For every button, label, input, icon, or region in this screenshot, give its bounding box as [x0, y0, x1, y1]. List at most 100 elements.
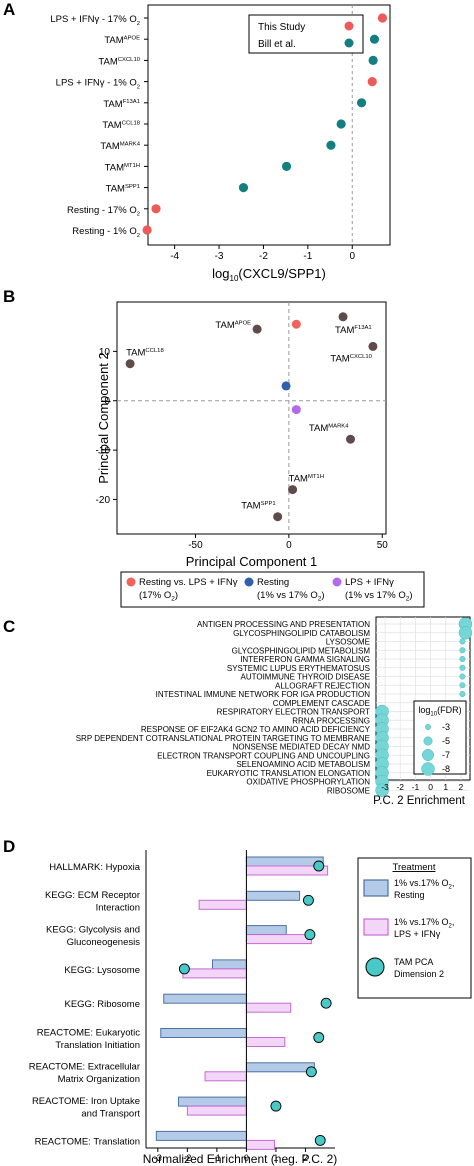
- x-tick-label: 0: [286, 540, 292, 551]
- legend-title: Treatment: [393, 862, 436, 873]
- data-point: [459, 691, 466, 697]
- legend-label: -7: [442, 750, 450, 760]
- point-label: TAMMT1H: [289, 474, 324, 485]
- x-tick-label: 0: [349, 251, 355, 262]
- legend-label: This Study: [258, 22, 305, 33]
- data-point: [125, 359, 135, 369]
- category-label: NONSENSE MEDIATED DECAY NMD: [233, 743, 371, 752]
- y-tick-label: -10: [96, 446, 111, 457]
- data-point: [369, 34, 380, 44]
- legend-label: (17% O2): [139, 590, 178, 603]
- data-point: [291, 405, 301, 415]
- legend-swatch: [365, 957, 385, 977]
- bar-resting: [177, 1096, 247, 1107]
- legend-label: TAM PCA: [394, 957, 433, 967]
- y-axis-label: Principal Component 2: [96, 352, 111, 484]
- point-label: TAMCXCL10: [330, 353, 372, 364]
- point-label: TAMF13A1: [335, 325, 372, 336]
- legend-swatch: [421, 762, 435, 776]
- y-tick-label: 10: [99, 347, 111, 358]
- category-label: RRNA PROCESSING: [292, 716, 370, 725]
- point-label: TAMMARK4: [309, 423, 349, 434]
- panel-a-plot-area: [147, 4, 391, 246]
- pca-point: [178, 963, 190, 975]
- legend-label: 1% vs.17% O2,: [394, 917, 454, 930]
- panel-label-b: B: [3, 287, 15, 306]
- x-axis-label: Principal Component 1: [186, 554, 318, 569]
- category-label: Resting - 17% O2: [67, 205, 140, 218]
- panel-c-chart: ANTIGEN PROCESSING AND PRESENTATIONGLYCO…: [76, 616, 473, 807]
- data-point: [368, 341, 378, 351]
- category-label: KEGG: Glycolysis and: [46, 924, 140, 935]
- data-point: [377, 13, 388, 23]
- legend-label: 1% vs.17% O2,: [394, 878, 454, 891]
- pca-point: [304, 929, 316, 941]
- category-label: Resting - 1% O2: [72, 226, 140, 239]
- category-label: HALLMARK: Hypoxia: [49, 862, 141, 873]
- category-label: SELENOAMINO ACID METABOLISM: [236, 760, 370, 769]
- panel-label-a: A: [3, 0, 15, 19]
- category-label: ALLOGRAFT REJECTION: [275, 681, 370, 690]
- x-tick-label: -3: [215, 251, 224, 262]
- legend-swatch: [244, 577, 254, 587]
- data-point: [288, 485, 298, 495]
- legend-box: [413, 700, 467, 775]
- category-label: REACTOME: Translation: [35, 1136, 140, 1147]
- data-point: [338, 312, 348, 322]
- category-label: Matrix Organization: [58, 1074, 140, 1085]
- data-point: [459, 638, 466, 645]
- point-label: TAMAPOE: [215, 320, 251, 331]
- category-label: AUTOIMMUNE THYROID DISEASE: [241, 673, 371, 682]
- bar-lps: [245, 934, 312, 945]
- x-tick-label: 0: [428, 782, 433, 792]
- x-tick-label: -1: [213, 1153, 221, 1163]
- category-label: LPS + IFNγ - 1% O2: [56, 78, 140, 91]
- data-point: [281, 161, 292, 171]
- legend-label: -5: [442, 736, 450, 746]
- category-label: and Transport: [81, 1108, 140, 1119]
- legend-swatch: [332, 577, 342, 587]
- bar-resting: [160, 1028, 247, 1038]
- category-label: REACTOME: Extracellular: [29, 1062, 140, 1073]
- pca-point: [314, 1134, 326, 1146]
- bar-lps: [182, 968, 247, 979]
- category-label: COMPLEMENT CASCADE: [273, 699, 370, 708]
- legend-label: -3: [442, 722, 450, 732]
- x-tick-label: 1: [443, 782, 448, 792]
- legend-swatch: [344, 21, 354, 31]
- legend-swatch: [363, 879, 389, 897]
- category-label: SYSTEMIC LUPUS ERYTHEMATOSUS: [227, 664, 370, 673]
- x-tick-label: -3: [381, 782, 389, 792]
- data-point: [291, 319, 301, 329]
- legend-swatch: [425, 724, 431, 730]
- category-label: TAMMT1H: [105, 162, 140, 173]
- legend-label: (1% vs 17% O2): [257, 590, 325, 603]
- category-label: TAMCCL18: [102, 120, 140, 131]
- category-label: ANTIGEN PROCESSING AND PRESENTATION: [197, 620, 370, 629]
- pca-point: [320, 997, 332, 1009]
- panel-d-chart: HALLMARK: Hypoxia KEGG: ECM Receptor Inter…: [29, 850, 472, 1166]
- y-tick-label: 0: [104, 396, 110, 407]
- data-point: [151, 204, 161, 214]
- category-label: REACTOME: Iron Uptake: [32, 1096, 140, 1107]
- category-label: KEGG: Ribosome: [65, 999, 141, 1010]
- data-point: [367, 77, 377, 87]
- data-point: [252, 324, 262, 334]
- category-label: REACTOME: Eukaryotic: [37, 1027, 141, 1038]
- data-point: [459, 682, 466, 689]
- category-label: KEGG: ECM Receptor: [45, 890, 140, 901]
- category-label: KEGG: Lysosome: [64, 965, 140, 976]
- bar-lps: [186, 1105, 247, 1116]
- data-point: [281, 381, 291, 391]
- panel-label-d: D: [3, 837, 15, 856]
- x-tick-label: -2: [259, 251, 268, 262]
- x-tick-label: -2: [183, 1153, 191, 1163]
- x-tick-label: -3: [154, 1153, 162, 1163]
- category-label: RIBOSOME: [327, 786, 370, 795]
- category-label: RESPIRATORY ELECTRON TRANSPORT: [217, 708, 370, 717]
- x-tick-label: 50: [377, 540, 389, 551]
- bar-lps: [245, 1139, 275, 1150]
- point-label: TAMCCL18: [126, 348, 164, 359]
- data-point: [142, 225, 152, 235]
- x-tick-label: -1: [303, 251, 312, 262]
